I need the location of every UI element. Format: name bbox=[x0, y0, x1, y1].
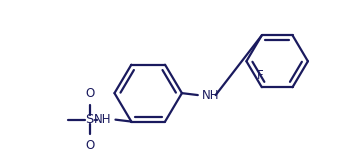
Text: S: S bbox=[85, 113, 94, 126]
Text: O: O bbox=[85, 139, 94, 152]
Text: O: O bbox=[85, 87, 94, 100]
Text: NH: NH bbox=[94, 113, 111, 126]
Text: F: F bbox=[256, 69, 263, 82]
Text: NH: NH bbox=[202, 89, 219, 102]
